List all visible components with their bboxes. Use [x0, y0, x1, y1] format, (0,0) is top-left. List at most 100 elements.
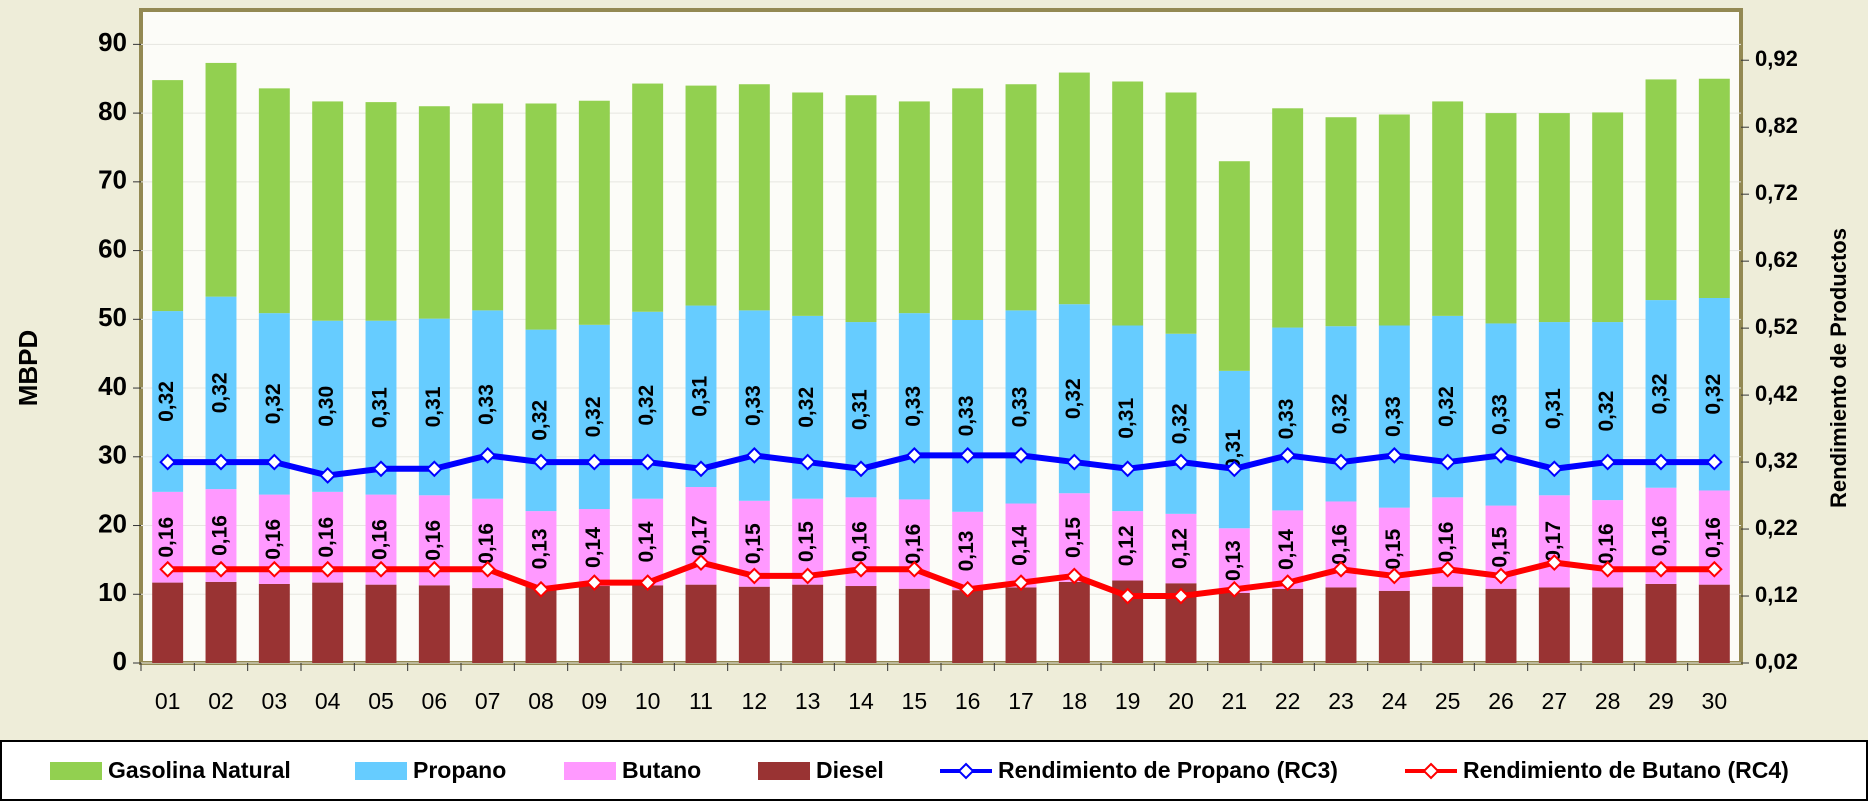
- data-label: 0,16: [849, 521, 872, 562]
- data-label: 0,14: [1009, 525, 1032, 566]
- marker: [1172, 453, 1190, 471]
- marker: [959, 446, 977, 464]
- marker: [1172, 587, 1190, 605]
- x-tick-label: 20: [1168, 688, 1194, 714]
- bar: [1325, 587, 1357, 663]
- data-label: 0,32: [262, 383, 285, 424]
- data-label: 0,33: [1489, 394, 1512, 435]
- data-label: 0,16: [422, 520, 445, 561]
- legend-swatch: [758, 762, 810, 780]
- data-label: 0,17: [1542, 521, 1565, 562]
- data-label: 0,33: [1382, 396, 1405, 437]
- legend-marker: [1422, 762, 1440, 780]
- marker: [532, 580, 550, 598]
- line: [167, 559, 1715, 600]
- bar: [1432, 101, 1464, 316]
- marker: [799, 567, 817, 585]
- bar: [1005, 310, 1037, 504]
- marker: [1652, 453, 1670, 471]
- marker: [1225, 580, 1243, 598]
- x-tick-label: 05: [368, 688, 394, 714]
- marker: [159, 560, 177, 578]
- x-tick-label: 03: [262, 688, 288, 714]
- bar: [1165, 513, 1197, 584]
- x-tick-label: 12: [742, 688, 768, 714]
- y2-tick-label: 0,92: [1755, 46, 1798, 71]
- y2-tick-label: 0,72: [1755, 180, 1798, 205]
- bar: [1485, 113, 1517, 324]
- x-tick-label: 10: [635, 688, 661, 714]
- x-tick-label: 15: [902, 688, 928, 714]
- bar: [1058, 493, 1090, 582]
- data-label: 0,14: [1275, 529, 1298, 570]
- bar: [952, 88, 984, 321]
- x-tick-label: 16: [955, 688, 981, 714]
- x-tick-label: 13: [795, 688, 821, 714]
- bar: [1272, 588, 1304, 663]
- data-label: 0,32: [795, 387, 818, 428]
- y2-tick-label: 0,82: [1755, 113, 1798, 138]
- bar: [1698, 584, 1730, 663]
- y-tick-label: 70: [98, 165, 127, 195]
- bar: [1058, 581, 1090, 663]
- marker: [1439, 453, 1457, 471]
- marker: [1439, 560, 1457, 578]
- legend-swatch: [50, 762, 102, 780]
- bar: [258, 88, 290, 314]
- data-label: 0,31: [1542, 388, 1565, 429]
- y2-tick-label: 0,52: [1755, 314, 1798, 339]
- marker: [1119, 460, 1137, 478]
- x-tick-label: 24: [1382, 688, 1408, 714]
- marker: [1279, 574, 1297, 592]
- marker: [265, 560, 283, 578]
- x-tick-label: 06: [422, 688, 448, 714]
- bar: [152, 582, 184, 663]
- y-tick-label: 80: [98, 96, 127, 126]
- bar: [792, 584, 824, 663]
- y-tick-label: 20: [98, 508, 127, 538]
- marker: [1492, 567, 1510, 585]
- bar: [312, 582, 344, 663]
- data-label: 0,33: [1275, 399, 1298, 440]
- data-label: 0,16: [475, 523, 498, 564]
- x-tick-label: 29: [1648, 688, 1674, 714]
- data-label: 0,12: [1169, 528, 1192, 569]
- x-tick-label: 02: [208, 688, 234, 714]
- data-label: 0,31: [369, 387, 392, 428]
- bar: [418, 585, 450, 663]
- data-label: 0,15: [1382, 528, 1405, 569]
- x-tick-label: 19: [1115, 688, 1141, 714]
- bar: [312, 320, 344, 492]
- y-tick-label: 40: [98, 371, 127, 401]
- plot-area: [139, 8, 1743, 665]
- marker: [585, 453, 603, 471]
- data-label: 0,33: [1009, 387, 1032, 428]
- bar: [365, 102, 397, 321]
- bar: [1538, 495, 1570, 588]
- y-axis-title: MBPD: [13, 330, 43, 407]
- y-tick-label: 10: [98, 577, 127, 607]
- bar: [1592, 587, 1624, 663]
- bar: [632, 83, 664, 312]
- legend-box: [0, 740, 1868, 801]
- marker: [159, 453, 177, 471]
- bar: [1378, 325, 1410, 508]
- marker: [1012, 574, 1030, 592]
- y2-tick-label: 0,12: [1755, 582, 1798, 607]
- data-label: 0,12: [1115, 525, 1138, 566]
- data-label: 0,13: [1222, 540, 1245, 581]
- bar: [578, 324, 610, 510]
- bar: [1432, 586, 1464, 663]
- bar: [1005, 503, 1037, 588]
- marker: [1385, 567, 1403, 585]
- x-tick-label: 18: [1062, 688, 1088, 714]
- bar: [898, 588, 930, 663]
- bar: [365, 584, 397, 663]
- bar: [1165, 333, 1197, 514]
- x-tick-label: 22: [1275, 688, 1301, 714]
- marker: [1599, 560, 1617, 578]
- marker: [212, 560, 230, 578]
- y2-tick-label: 0,62: [1755, 247, 1798, 272]
- bar: [1538, 113, 1570, 323]
